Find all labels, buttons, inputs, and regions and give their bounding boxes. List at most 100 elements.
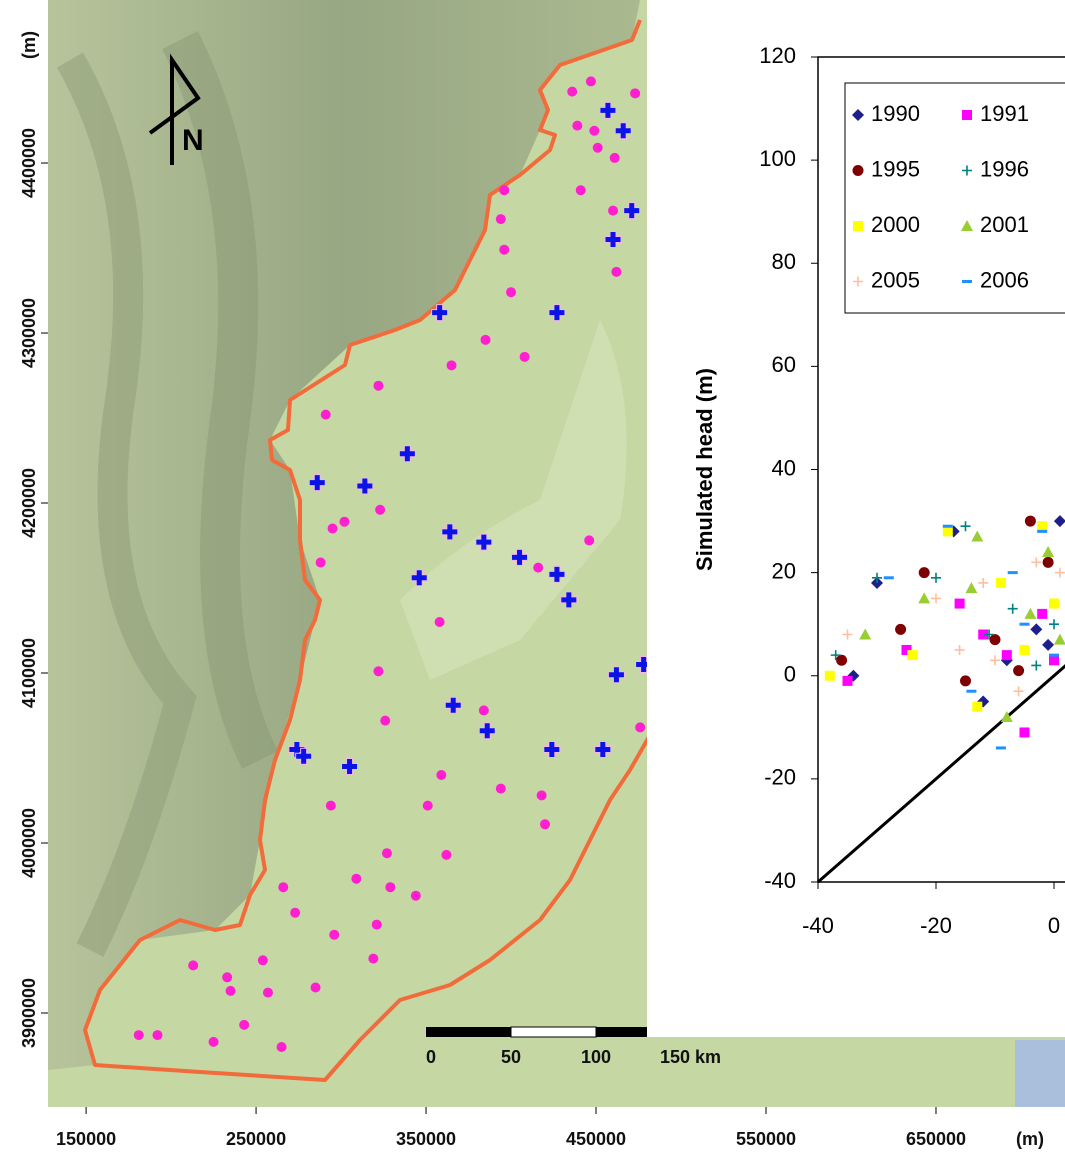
well-point <box>329 930 339 940</box>
well-point <box>152 1030 162 1040</box>
scale-label: 0 <box>426 1047 436 1067</box>
x-tick-label: 0 <box>1048 913 1060 938</box>
legend-label: 1996 <box>980 156 1029 181</box>
y-tick-label: 4400000 <box>19 128 39 198</box>
y-tick-label: -20 <box>764 765 796 790</box>
well-point <box>533 563 543 573</box>
well-point <box>263 988 273 998</box>
scatter-point <box>825 671 835 681</box>
scatter-point <box>960 675 971 686</box>
legend-label: 2000 <box>871 212 920 237</box>
scatter-point <box>1049 655 1059 665</box>
x-tick-label: 650000 <box>906 1129 966 1149</box>
scatter-point <box>836 655 847 666</box>
figure: 0 50 100 150 km N -40-20020406080100120-… <box>0 0 1065 1156</box>
well-point <box>496 214 506 224</box>
legend-label: 2001 <box>980 212 1029 237</box>
well-point <box>382 848 392 858</box>
well-point <box>375 505 385 515</box>
y-tick-label: -40 <box>764 868 796 893</box>
legend-label: 1991 <box>980 101 1029 126</box>
well-point <box>326 801 336 811</box>
well-point <box>441 850 451 860</box>
well-point <box>447 360 457 370</box>
legend-marker <box>962 110 972 120</box>
scatter-point <box>1043 557 1054 568</box>
scatter-point <box>919 567 930 578</box>
legend-label: 1990 <box>871 101 920 126</box>
legend-label: 2005 <box>871 267 920 292</box>
well-point <box>321 410 331 420</box>
scatter-point <box>907 650 917 660</box>
scatter-point <box>990 634 1001 645</box>
y-tick-label: 4100000 <box>19 638 39 708</box>
scatter-point <box>1025 516 1036 527</box>
page: 0 50 100 150 km N -40-20020406080100120-… <box>0 0 1065 1156</box>
well-point <box>586 76 596 86</box>
well-point <box>584 535 594 545</box>
legend-label: 1995 <box>871 156 920 181</box>
well-point <box>373 381 383 391</box>
y-tick-label: 20 <box>772 558 796 583</box>
well-point <box>368 954 378 964</box>
well-point <box>188 960 198 970</box>
well-point <box>277 1042 287 1052</box>
well-point <box>290 908 300 918</box>
well-point <box>209 1037 219 1047</box>
well-point <box>423 801 433 811</box>
x-tick-label: 250000 <box>226 1129 286 1149</box>
scatter-point <box>996 578 1006 588</box>
legend-marker <box>853 221 863 231</box>
well-point <box>278 882 288 892</box>
well-point <box>593 143 603 153</box>
y-tick-label: 120 <box>759 43 796 68</box>
legend-label: 2006 <box>980 267 1029 292</box>
well-point <box>520 352 530 362</box>
well-point <box>479 705 489 715</box>
well-point <box>373 666 383 676</box>
well-point <box>385 882 395 892</box>
legend-marker <box>853 165 864 176</box>
well-point <box>572 121 582 131</box>
x-tick-label: -40 <box>802 913 834 938</box>
well-point <box>496 784 506 794</box>
well-point <box>481 335 491 345</box>
x-tick-label: 450000 <box>566 1129 626 1149</box>
y-tick-label: 100 <box>759 146 796 171</box>
well-point <box>339 517 349 527</box>
x-tick-label: -20 <box>920 913 952 938</box>
north-label: N <box>182 124 204 157</box>
y-tick-label: 60 <box>772 352 796 377</box>
scale-bar-white <box>511 1027 596 1037</box>
scatter-point <box>843 676 853 686</box>
well-point <box>499 185 509 195</box>
well-point <box>372 920 382 930</box>
well-point <box>311 982 321 992</box>
scale-label: 100 <box>581 1047 611 1067</box>
y-tick-label: 80 <box>772 249 796 274</box>
well-point <box>328 524 338 534</box>
scatter-point <box>943 526 953 536</box>
well-point <box>134 1030 144 1040</box>
well-point <box>630 88 640 98</box>
well-point <box>540 819 550 829</box>
well-point <box>608 206 618 216</box>
well-point <box>226 986 236 996</box>
x-tick-label: 550000 <box>736 1129 796 1149</box>
x-tick-label: 350000 <box>396 1129 456 1149</box>
scale-label: 50 <box>501 1047 521 1067</box>
well-point <box>611 267 621 277</box>
y-tick-label: 4300000 <box>19 298 39 368</box>
scatter-point <box>955 599 965 609</box>
well-point <box>499 245 509 255</box>
y-tick-label: 3900000 <box>19 978 39 1048</box>
scatter-point <box>1049 599 1059 609</box>
y-axis-label: Simulated head (m) <box>692 368 717 571</box>
y-tick-label: 0 <box>784 662 796 687</box>
well-point <box>436 770 446 780</box>
scatter-point <box>1037 521 1047 531</box>
scatter-point <box>895 624 906 635</box>
well-point <box>316 558 326 568</box>
lake <box>1015 1040 1065 1110</box>
